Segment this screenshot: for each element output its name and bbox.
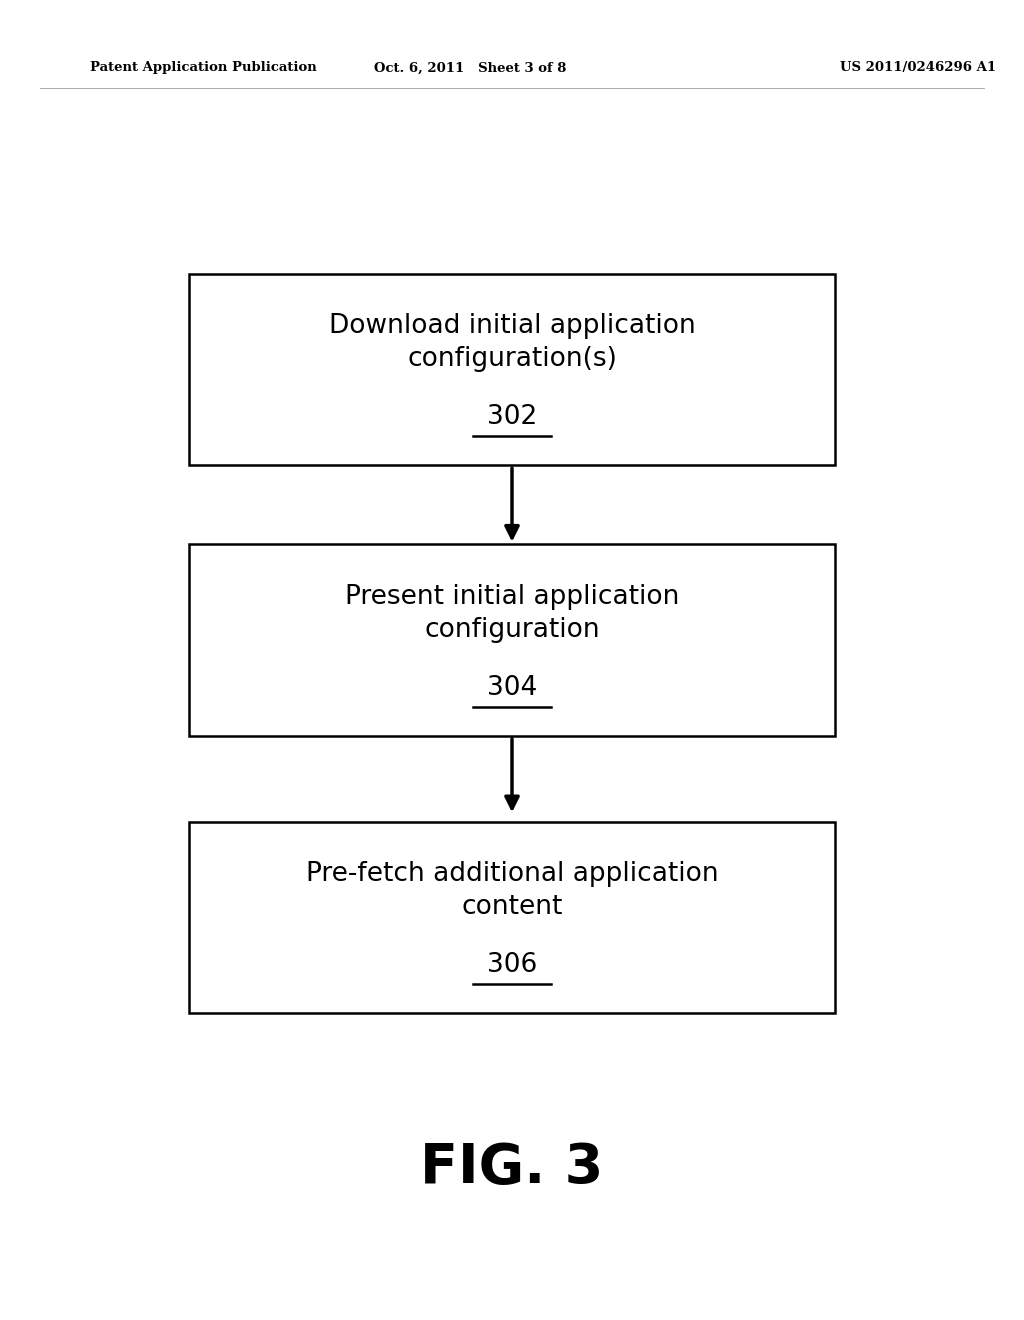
Bar (189, 275, 835, 465)
Text: Present initial application
configuration: Present initial application configuratio… (345, 583, 679, 643)
Text: 304: 304 (486, 675, 538, 701)
Bar (189, 544, 835, 735)
Text: Download initial application
configuration(s): Download initial application configurati… (329, 313, 695, 372)
Text: Oct. 6, 2011   Sheet 3 of 8: Oct. 6, 2011 Sheet 3 of 8 (374, 62, 566, 74)
Bar (189, 821, 835, 1014)
Text: FIG. 3: FIG. 3 (421, 1142, 603, 1195)
Text: US 2011/0246296 A1: US 2011/0246296 A1 (840, 62, 996, 74)
Text: Patent Application Publication: Patent Application Publication (90, 62, 316, 74)
Text: Pre-fetch additional application
content: Pre-fetch additional application content (306, 861, 718, 920)
Text: 306: 306 (486, 952, 538, 978)
Text: 302: 302 (486, 404, 538, 430)
